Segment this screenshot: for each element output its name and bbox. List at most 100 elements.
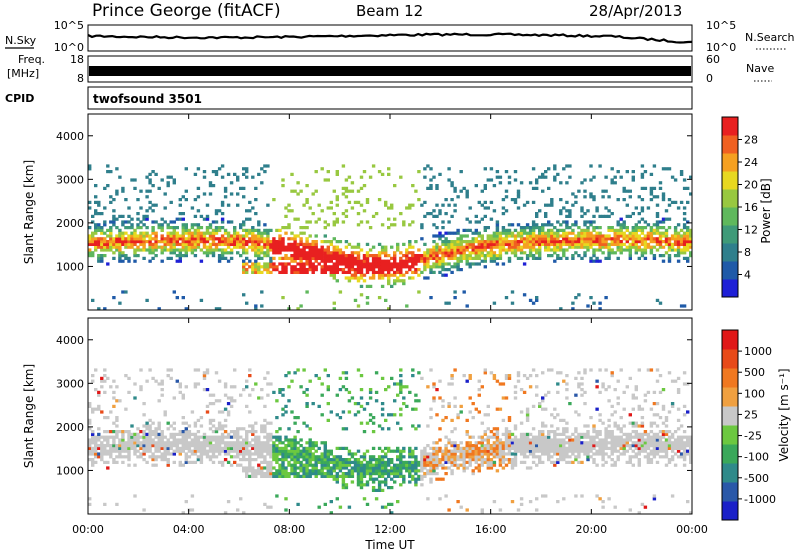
heatmap-cell: [91, 298, 95, 302]
heatmap-cell: [390, 449, 394, 453]
heatmap-cell: [519, 449, 524, 453]
heatmap-cell: [655, 237, 660, 241]
heatmap-cell: [417, 259, 421, 263]
heatmap-cell: [673, 226, 678, 230]
heatmap-cell: [655, 452, 660, 456]
heatmap-cell: [387, 427, 391, 431]
heatmap-cell: [211, 418, 216, 422]
heatmap-cell: [501, 237, 506, 241]
heatmap-cell: [317, 203, 321, 207]
heatmap-cell: [607, 441, 611, 445]
heatmap-cell: [607, 237, 611, 241]
heatmap-cell: [157, 245, 161, 249]
heatmap-cell: [356, 259, 361, 263]
heatmap-cell: [166, 463, 170, 467]
heatmap-cell: [462, 245, 466, 249]
heatmap-cell: [516, 245, 521, 249]
heatmap-cell: [426, 455, 430, 459]
heatmap-cell: [610, 240, 614, 244]
heatmap-cell: [371, 446, 376, 450]
heatmap-cell: [411, 469, 415, 473]
heatmap-cell: [456, 245, 460, 249]
heatmap-cell: [205, 438, 210, 442]
heatmap-cell: [667, 167, 672, 171]
heatmap-cell: [151, 458, 155, 462]
heatmap-cell: [679, 435, 684, 439]
heatmap-cell: [637, 368, 641, 372]
heatmap-cell: [562, 167, 566, 171]
heatmap-cell: [565, 248, 569, 252]
heatmap-cell: [214, 237, 219, 241]
heatmap-cell: [236, 444, 240, 448]
heatmap-cell: [586, 435, 590, 439]
heatmap-cell: [507, 458, 512, 462]
heatmap-cell: [483, 248, 487, 252]
heatmap-cell: [559, 248, 563, 252]
heatmap-cell: [380, 259, 385, 263]
heatmap-cell: [211, 231, 216, 235]
heatmap-cell: [625, 248, 629, 252]
heatmap-cell: [483, 254, 487, 258]
heatmap-cell: [613, 441, 617, 445]
heatmap-cell: [420, 477, 424, 481]
heatmap-cell: [444, 237, 448, 241]
heatmap-cell: [205, 217, 210, 221]
heatmap-cell: [103, 206, 107, 210]
heatmap-cell: [121, 290, 125, 294]
heatmap-cell: [202, 251, 207, 255]
heatmap-cell: [178, 382, 182, 386]
heatmap-cell: [535, 385, 539, 389]
heatmap-cell: [559, 242, 563, 246]
heatmap-cell: [601, 452, 605, 456]
heatmap-cell: [393, 279, 397, 283]
heatmap-cell: [278, 237, 282, 241]
heatmap-cell: [359, 460, 364, 464]
heatmap-cell: [562, 254, 566, 258]
heatmap-cell: [652, 421, 657, 425]
heatmap-cell: [154, 240, 158, 244]
heatmap-cell: [625, 438, 629, 442]
heatmap-cell: [637, 424, 641, 428]
heatmap-cell: [193, 214, 198, 218]
heatmap-cell: [501, 418, 506, 422]
heatmap-cell: [513, 228, 518, 232]
heatmap-cell: [519, 251, 524, 255]
heatmap-cell: [109, 455, 113, 459]
heatmap-cell: [115, 416, 119, 420]
heatmap-cell: [278, 228, 282, 232]
heatmap-cell: [326, 460, 330, 464]
heatmap-cell: [326, 474, 330, 478]
heatmap-cell: [423, 251, 427, 255]
heatmap-cell: [205, 404, 210, 408]
heatmap-cell: [263, 245, 267, 249]
heatmap-cell: [435, 466, 439, 470]
heatmap-cell: [459, 446, 463, 450]
heatmap-cell: [359, 262, 364, 266]
heatmap-cell: [604, 214, 608, 218]
heatmap-cell: [504, 396, 509, 400]
heatmap-cell: [438, 259, 442, 263]
heatmap-cell: [293, 270, 297, 274]
heatmap-cell: [317, 376, 321, 380]
heatmap-cell: [592, 195, 596, 199]
heatmap-cell: [257, 228, 261, 232]
heatmap-cell: [169, 444, 173, 448]
heatmap-cell: [142, 402, 146, 406]
heatmap-cell: [148, 368, 152, 372]
heatmap-cell: [368, 226, 373, 230]
heatmap-cell: [136, 438, 140, 442]
heatmap-cell: [519, 432, 524, 436]
heatmap-cell: [293, 472, 297, 476]
heatmap-cell: [667, 245, 672, 249]
heatmap-cell: [196, 430, 201, 434]
heatmap-cell: [450, 265, 454, 269]
heatmap-cell: [199, 460, 204, 464]
heatmap-cell: [326, 469, 330, 473]
heatmap-cell: [353, 251, 358, 255]
heatmap-cell: [384, 472, 388, 476]
heatmap-cell: [498, 441, 503, 445]
heatmap-cell: [154, 449, 158, 453]
heatmap-cell: [242, 427, 246, 431]
heatmap-cell: [390, 472, 394, 476]
heatmap-cell: [245, 251, 249, 255]
